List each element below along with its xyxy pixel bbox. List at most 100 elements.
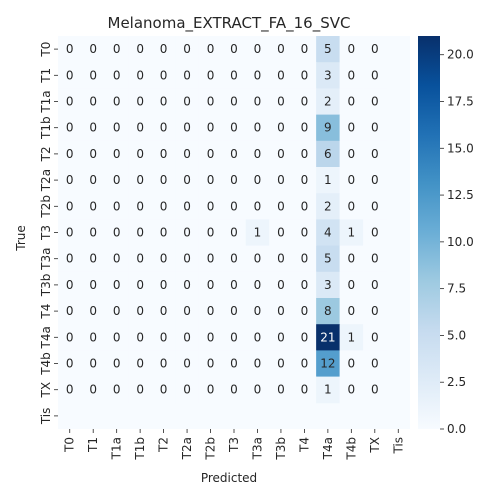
heatmap-cell [269, 140, 294, 168]
heatmap-cell [175, 245, 200, 273]
x-tick-label: T2a [180, 437, 194, 460]
heatmap-cell [269, 114, 294, 142]
cell-value-label: 0 [230, 278, 238, 292]
colorbar-tick-label: 7.5 [447, 282, 466, 296]
heatmap-cell [292, 271, 317, 299]
cell-value-label: 0 [160, 357, 168, 371]
heatmap-cell [222, 324, 247, 351]
cell-value-label: 0 [160, 383, 168, 397]
heatmap-cell [339, 350, 364, 378]
heatmap-cell [363, 298, 388, 325]
cell-value-label: 0 [348, 278, 356, 292]
cell-value-label: 0 [371, 357, 379, 371]
cell-value-label: 0 [89, 42, 97, 56]
cell-value-label: 0 [348, 42, 356, 56]
cell-value-label: 0 [301, 42, 309, 56]
cell-value-label: 0 [277, 95, 285, 109]
heatmap-cell [104, 298, 129, 325]
heatmap-cell [58, 36, 82, 63]
heatmap-cell [81, 298, 106, 325]
cell-value-label: 0 [160, 199, 168, 213]
cell-value-label: 0 [230, 226, 238, 240]
heatmap-cell [198, 193, 223, 220]
heatmap-cell [363, 271, 388, 299]
cell-value-label: 0 [230, 304, 238, 318]
heatmap-cell [198, 376, 223, 404]
cell-value-label: 0 [160, 304, 168, 318]
heatmap-cell [316, 88, 341, 116]
heatmap-cell [81, 324, 106, 351]
heatmap-cell [292, 114, 317, 142]
heatmap-cell [363, 324, 388, 351]
heatmap-cell [128, 271, 153, 299]
cell-value-label: 0 [113, 95, 121, 109]
cell-value-label: 0 [160, 226, 168, 240]
chart-title: Melanoma_EXTRACT_FA_16_SVC [108, 14, 351, 33]
colorbar-tick-label: 0.0 [447, 422, 466, 436]
heatmap-cell [269, 245, 294, 273]
cell-value-label: 0 [230, 147, 238, 161]
heatmap-cell [58, 62, 82, 89]
cell-value-label: 0 [160, 173, 168, 187]
heatmap-cell [175, 298, 200, 325]
cell-value-label: 0 [183, 42, 191, 56]
heatmap-cell [58, 167, 82, 194]
heatmap-cell [269, 350, 294, 378]
heatmap-cell [81, 36, 106, 63]
cell-value-label: 0 [183, 226, 191, 240]
heatmap-cell [151, 140, 176, 168]
heatmap-cell [316, 219, 341, 247]
cell-value-label: 0 [113, 68, 121, 82]
heatmap-cell [151, 350, 176, 378]
heatmap-cell [269, 298, 294, 325]
heatmap-cell [316, 114, 341, 142]
cell-value-label: 0 [254, 278, 262, 292]
cell-value-label: 0 [371, 330, 379, 344]
heatmap-cell [316, 193, 341, 220]
cell-value-label: 0 [66, 95, 74, 109]
heatmap-cell [292, 193, 317, 220]
cell-value-label: 0 [277, 330, 285, 344]
heatmap-cell [339, 376, 364, 404]
cell-value-label: 0 [277, 68, 285, 82]
cell-value-label: 0 [348, 147, 356, 161]
heatmap-cell [198, 324, 223, 351]
cell-value-label: 0 [89, 252, 97, 266]
cell-value-label: 0 [207, 42, 215, 56]
heatmap-cell [363, 62, 388, 89]
heatmap-cell [151, 88, 176, 116]
cell-value-label: 0 [371, 383, 379, 397]
heatmap-cell [58, 298, 82, 325]
heatmap-cell [292, 376, 317, 404]
cell-value-label: 0 [277, 252, 285, 266]
heatmap-cell [363, 167, 388, 194]
cell-value-label: 0 [348, 383, 356, 397]
heatmap-cell [198, 36, 223, 63]
cell-value-label: 9 [324, 121, 332, 135]
cell-value-label: 0 [89, 95, 97, 109]
heatmap-cell [175, 62, 200, 89]
heatmap-cell [316, 140, 341, 168]
heatmap-cell [104, 114, 129, 142]
heatmap-cell [128, 114, 153, 142]
heatmap-cell [245, 376, 270, 404]
heatmap-cell [58, 88, 82, 116]
heatmap-cell [104, 140, 129, 168]
cell-value-label: 0 [277, 304, 285, 318]
colorbar-tick-label: 12.5 [447, 188, 474, 202]
cell-value-label: 0 [348, 357, 356, 371]
y-tick-label: T3b [39, 274, 53, 298]
cell-value-label: 0 [136, 226, 144, 240]
cell-value-label: 0 [66, 42, 74, 56]
cell-value-label: 1 [348, 226, 356, 240]
cell-value-label: 0 [66, 252, 74, 266]
cell-value-label: 0 [254, 121, 262, 135]
colorbar-tick-label: 15.0 [447, 141, 474, 155]
heatmap-cell [363, 376, 388, 404]
cell-annotations: 0 0 0 0 0 0 0 0 0 0 0 5 0 00 0 0 0 0 0 0 0 0 0 0 3 0 00 0 0 0 0 0 0 0 0 0 0 2… [66, 42, 379, 397]
heatmap-cell [222, 350, 247, 378]
cell-value-label: 1 [324, 173, 332, 187]
heatmap-cell [198, 62, 223, 89]
heatmap-cell [175, 167, 200, 194]
heatmap-cell [198, 298, 223, 325]
